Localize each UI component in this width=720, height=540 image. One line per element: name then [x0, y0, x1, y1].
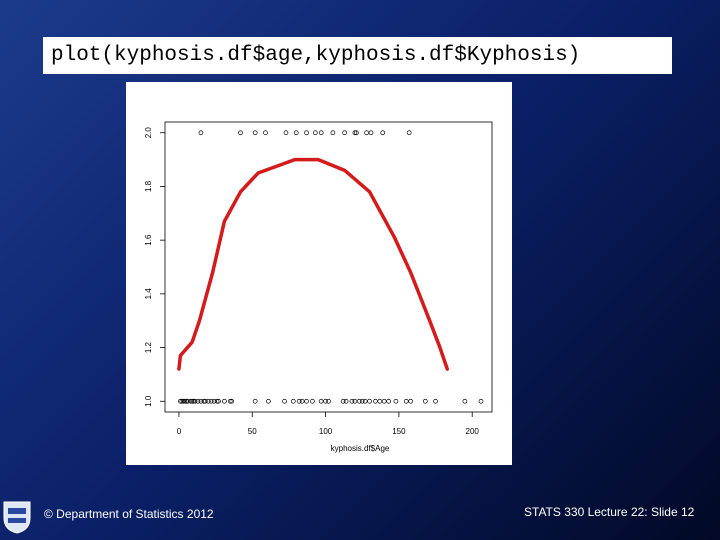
data-point	[211, 398, 217, 404]
data-point	[312, 130, 318, 136]
data-point	[185, 398, 191, 404]
data-point	[191, 398, 196, 404]
data-point	[205, 398, 211, 404]
data-point	[462, 398, 468, 404]
x-axis-label: kyphosis.df$Age	[331, 444, 390, 453]
data-point	[283, 130, 289, 136]
data-point	[381, 398, 387, 404]
y-tick-label: 1.0	[144, 395, 153, 407]
data-point	[238, 130, 243, 136]
data-point	[356, 398, 362, 404]
data-point	[189, 398, 195, 404]
data-point	[340, 398, 346, 404]
data-point	[478, 398, 484, 404]
data-point	[198, 130, 204, 136]
data-point	[433, 398, 438, 404]
data-point	[179, 398, 185, 404]
data-point	[310, 398, 315, 404]
data-point	[182, 398, 188, 404]
data-point	[380, 130, 386, 136]
data-point	[222, 398, 227, 404]
data-point	[359, 398, 365, 404]
data-point	[403, 398, 409, 404]
x-tick-label: 0	[177, 427, 182, 436]
data-point	[352, 130, 358, 136]
data-point	[180, 398, 186, 404]
data-point	[293, 130, 299, 136]
chart: kyphosis.df$Age 0 50 100 150 200 1.0 1.2 1.4 1.6…	[126, 82, 512, 465]
footer-left: © Department of Statistics 2012	[44, 507, 214, 521]
y-tick-label: 1.6	[144, 234, 153, 246]
plot-frame	[164, 121, 493, 413]
data-point	[214, 398, 220, 404]
data-point	[266, 398, 271, 404]
data-point	[352, 398, 358, 404]
y-tick-label: 1.2	[144, 341, 153, 353]
data-point	[178, 398, 183, 404]
data-point	[192, 398, 198, 404]
data-point	[195, 398, 201, 404]
data-point	[202, 398, 208, 404]
trend-curve	[177, 157, 450, 371]
x-tick-label: 150	[392, 427, 406, 436]
data-point	[408, 398, 413, 404]
data-point	[252, 398, 258, 404]
y-tick-label: 1.8	[144, 180, 153, 192]
data-point	[318, 398, 324, 404]
x-tick-label: 200	[466, 427, 480, 436]
data-point	[422, 398, 428, 404]
y-tick-label: 1.4	[144, 288, 153, 300]
data-point	[364, 130, 369, 136]
data-point	[290, 398, 296, 404]
data-point	[183, 398, 189, 404]
data-point	[342, 130, 347, 136]
data-point	[354, 130, 359, 136]
y-tick-label: 2.0	[144, 127, 153, 139]
data-point	[282, 398, 287, 404]
data-point	[229, 398, 235, 404]
data-point	[386, 398, 391, 404]
data-point	[216, 398, 221, 404]
data-point	[367, 398, 372, 404]
data-point	[296, 398, 302, 404]
data-point	[326, 398, 331, 404]
data-point	[299, 398, 305, 404]
plot-background	[126, 82, 512, 465]
data-point	[406, 130, 412, 136]
data-point	[318, 130, 324, 136]
data-point	[349, 398, 355, 404]
footer-right: STATS 330 Lecture 22: Slide 12	[524, 505, 695, 519]
x-tick-label: 50	[248, 427, 257, 436]
data-point	[304, 398, 309, 404]
code-title: plot(kyphosis.df$age,kyphosis.df$Kyphosi…	[43, 37, 672, 74]
data-point	[343, 398, 349, 404]
data-point	[330, 130, 336, 136]
data-point	[198, 398, 204, 404]
data-point	[227, 398, 233, 404]
data-point	[188, 398, 194, 404]
data-point	[252, 130, 258, 136]
data-point	[393, 398, 399, 404]
data-point	[208, 398, 214, 404]
data-point	[373, 398, 378, 404]
logo	[3, 501, 31, 534]
data-point	[201, 398, 207, 404]
data-point	[362, 398, 368, 404]
x-tick-label: 100	[319, 427, 333, 436]
data-point	[377, 398, 383, 404]
data-point	[368, 130, 374, 136]
data-point	[304, 130, 309, 136]
data-point	[263, 130, 268, 136]
data-point	[323, 398, 328, 404]
